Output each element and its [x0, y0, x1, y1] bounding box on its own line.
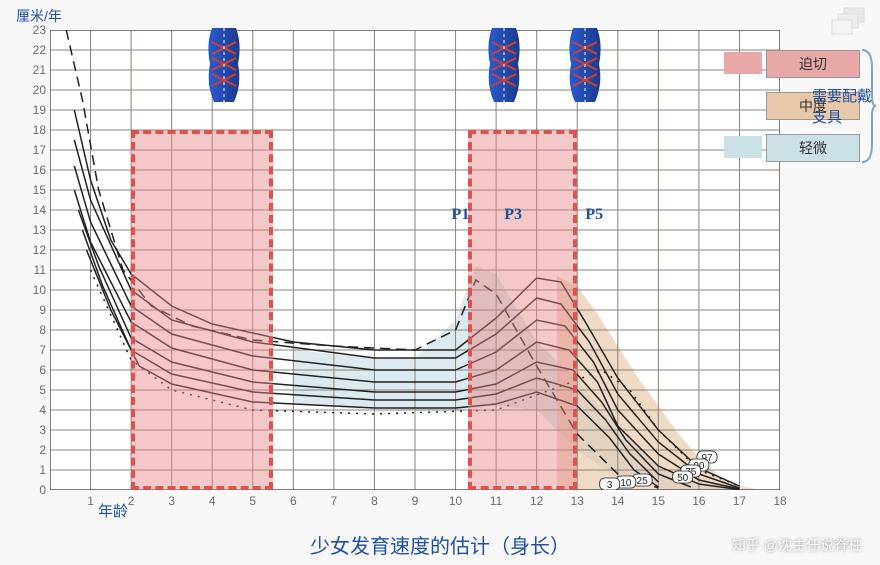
xtick: 13 — [568, 494, 586, 508]
ytick: 2 — [18, 443, 46, 457]
xtick: 7 — [325, 494, 343, 508]
xtick: 6 — [284, 494, 302, 508]
xtick: 5 — [244, 494, 262, 508]
legend-swatch-mild — [724, 136, 762, 158]
p-marker: P1 — [452, 206, 470, 224]
ytick: 13 — [18, 223, 46, 237]
p-marker: P5 — [585, 206, 603, 224]
ytick: 8 — [18, 323, 46, 337]
ytick: 14 — [18, 203, 46, 217]
ytick: 5 — [18, 383, 46, 397]
ytick: 11 — [18, 263, 46, 277]
ytick: 1 — [18, 463, 46, 477]
ytick: 17 — [18, 143, 46, 157]
svg-text:10: 10 — [620, 478, 632, 489]
highlight-range-2-5 — [131, 130, 273, 490]
ytick: 0 — [18, 483, 46, 497]
p-marker: P3 — [504, 206, 522, 224]
xtick: 14 — [609, 494, 627, 508]
ytick: 19 — [18, 103, 46, 117]
ytick: 21 — [18, 63, 46, 77]
ytick: 22 — [18, 43, 46, 57]
xtick: 9 — [406, 494, 424, 508]
ytick: 3 — [18, 423, 46, 437]
xtick: 2 — [122, 494, 140, 508]
ytick: 23 — [18, 23, 46, 37]
xtick: 11 — [487, 494, 505, 508]
xtick: 18 — [771, 494, 789, 508]
svg-text:3: 3 — [607, 480, 613, 490]
legend-urgent: 迫切 — [766, 50, 860, 78]
xtick: 1 — [82, 494, 100, 508]
ytick: 7 — [18, 343, 46, 357]
xtick: 12 — [528, 494, 546, 508]
xtick: 10 — [447, 494, 465, 508]
xtick: 4 — [203, 494, 221, 508]
xtick: 8 — [365, 494, 383, 508]
xtick: 3 — [163, 494, 181, 508]
ytick: 16 — [18, 163, 46, 177]
ytick: 20 — [18, 83, 46, 97]
legend-mild: 轻微 — [766, 134, 860, 162]
spine-brace-icon — [202, 24, 246, 106]
ytick: 18 — [18, 123, 46, 137]
svg-text:50: 50 — [677, 473, 689, 484]
xtick: 16 — [690, 494, 708, 508]
legend-swatch-urgent — [724, 52, 762, 74]
ytick: 6 — [18, 363, 46, 377]
brace-note: 需要配戴支具 — [812, 86, 878, 128]
spine-brace-icon — [482, 24, 526, 106]
xtick: 17 — [730, 494, 748, 508]
chart-container: 厘米/年 年龄 少女发育速度的估计（身长） 9790755025103 P1P3… — [0, 0, 880, 565]
xtick: 15 — [649, 494, 667, 508]
svg-text:25: 25 — [637, 476, 649, 487]
highlight-range-10-13 — [468, 130, 578, 490]
ytick: 10 — [18, 283, 46, 297]
ytick: 12 — [18, 243, 46, 257]
spine-brace-icon — [563, 24, 607, 106]
stack-icon — [830, 6, 870, 43]
watermark: 知乎 @沈主任说脊柱 — [732, 535, 862, 555]
ytick: 15 — [18, 183, 46, 197]
ytick: 9 — [18, 303, 46, 317]
ytick: 4 — [18, 403, 46, 417]
brace-note-text: 需要配戴支具 — [812, 88, 872, 126]
